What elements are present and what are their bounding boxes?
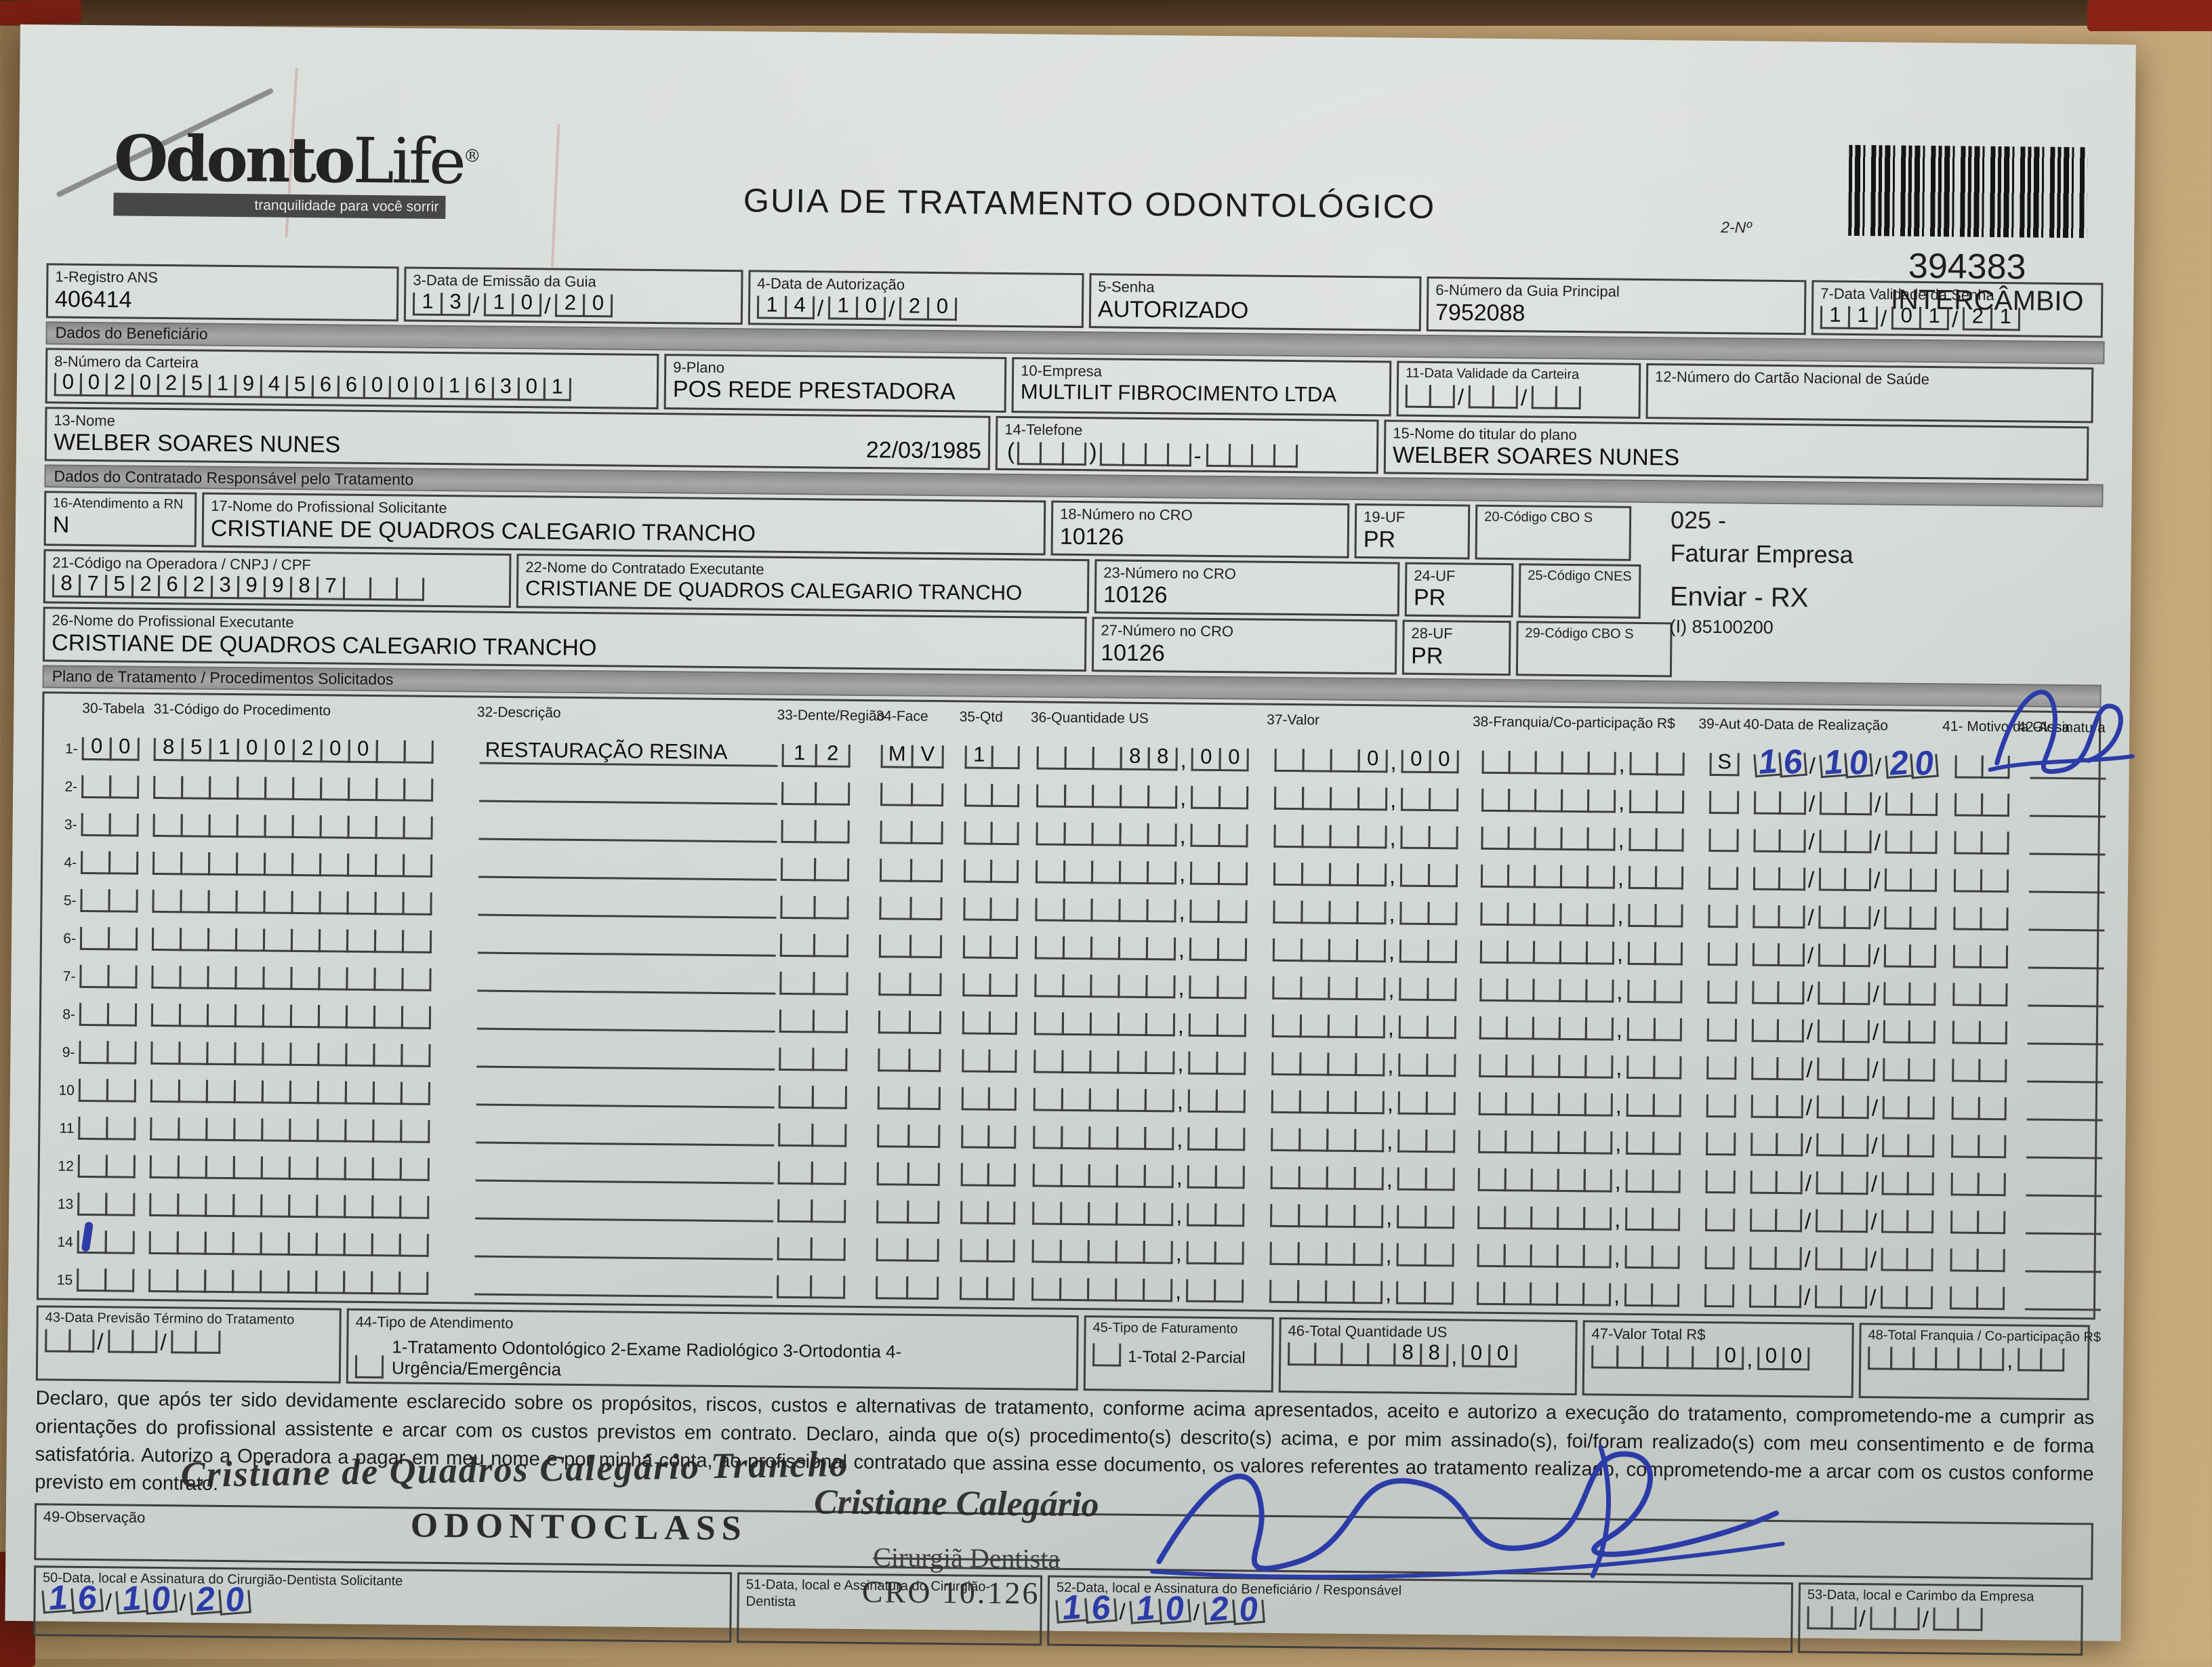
field-assinatura-beneficiario: 52-Data, local e Assinatura do Beneficiá… <box>1047 1575 1794 1653</box>
field-tipo-faturamento: 45-Tipo de Faturamento 1-Total 2-Parcial <box>1083 1315 1274 1393</box>
table-header-41: 41- Motivo da Glosa <box>1942 718 2070 736</box>
field-data-emissao: 3-Data de Emissão da Guia 1 3/1 0/2 0 <box>403 266 743 325</box>
beneficiary-name: WELBER SOARES NUNES <box>53 429 341 458</box>
field-telefone: 14-Telefone ( ) - <box>995 415 1379 474</box>
field-uf-executante: 28-UF PR <box>1401 619 1511 676</box>
barcode <box>1848 144 2088 239</box>
procedures-table: 30-Tabela 31-Código do Procedimento 32-Des… <box>36 691 2106 1320</box>
field-plano: 9-Plano POS REDE PRESTADORA <box>663 353 1007 413</box>
field-cbo-executante: 29-Código CBO S <box>1515 621 1673 678</box>
field-nome-titular: 15-Nome do titular do plano WELBER SOARE… <box>1383 419 2089 481</box>
table-header-33: 33-Dente/Região <box>777 707 885 724</box>
field-cro-executante: 27-Número no CRO 10126 <box>1091 617 1397 675</box>
dental-treatment-form: OdontoLife® tranquilidade para você sorr… <box>5 24 2136 1656</box>
table-header-38: 38-Franquia/Co-participação R$ <box>1472 714 1675 732</box>
desk-object-top-left <box>0 0 82 26</box>
field-tipo-atendimento: 44-Tipo de Atendimento 1-Tratamento Odon… <box>346 1308 1079 1391</box>
logo-word-life: Life <box>352 124 464 199</box>
tipo-faturamento-checkbox <box>1092 1343 1122 1367</box>
field-validade-carteira: 11-Data Validade da Carteira / / <box>1396 361 1641 419</box>
table-header-34: 34-Face <box>876 708 928 724</box>
field-registro-ans: 1-Registro ANS 406414 <box>45 263 399 321</box>
field-cro-solicitante: 18-Número no CRO 10126 <box>1050 500 1350 558</box>
billing-margin-notes: 025 - Faturar Empresa Enviar - RX (I) 85… <box>1669 506 1853 638</box>
barcode-field-label: 2-Nº <box>1721 218 1752 236</box>
field-profissional-solicitante: 17-Nome do Profissional Solicitante CRIS… <box>201 492 1046 556</box>
clinic-stamp: ODONTOCLASS <box>410 1506 747 1548</box>
dentist-role-stamp: Cirurgiã Dentista <box>873 1542 1061 1574</box>
table-header-42: 42-Assinatura <box>2018 719 2106 736</box>
red-ink-smudge <box>550 124 560 267</box>
field-senha: 5-Senha AUTORIZADO <box>1088 273 1422 331</box>
table-header-31: 31-Código do Procedimento <box>153 701 331 719</box>
table-header-39: 39-Aut <box>1698 716 1741 733</box>
field-empresa: 10-Empresa MULTILIT FIBROCIMENTO LTDA <box>1011 356 1392 417</box>
field-total-franquia: 48-Total Franquia / Co-participação R$ , <box>1858 1323 2101 1401</box>
table-header-32: 32-Descrição <box>476 704 561 721</box>
field-atendimento-rn: 16-Atendimento a RN N <box>43 491 197 548</box>
registered-mark: ® <box>463 146 478 167</box>
field-cro-contratado: 23-Número no CRO 10126 <box>1094 559 1400 617</box>
table-header-36: 36-Quantidade US <box>1030 709 1149 726</box>
procedures-table-rows: 1- 0 0 8 5 1 0 0 2 0 0 RESTAURAÇÃO RESINA 1 2 M V 1 8 8, 0 0… <box>44 722 2106 1311</box>
field-cartao-nacional-saude: 12-Número do Cartão Nacional de Saúde <box>1645 363 2094 423</box>
desk-object-top-right <box>2087 0 2212 31</box>
field-uf-contratado: 24-UF PR <box>1404 562 1514 618</box>
field-assinatura-solicitante: 50-Data, local e Assinatura do Cirurgião… <box>33 1565 733 1643</box>
field-profissional-executante: 26-Nome do Profissional Executante CRIST… <box>42 606 1087 672</box>
odontolife-logo: OdontoLife® tranquilidade para você sorr… <box>113 121 478 220</box>
field-cnes: 25-Código CNES <box>1518 563 1641 619</box>
field-nome-beneficiario: 13-Nome WELBER SOARES NUNES 22/03/1985 <box>44 406 991 470</box>
desk-surface <box>0 0 2212 26</box>
table-header-40: 40-Data de Realização <box>1743 716 1889 734</box>
dentist-cro-stamp: CRO 10.126 <box>861 1574 1040 1611</box>
field-previsao-termino: 43-Data Previsão Término do Tratamento /… <box>35 1305 342 1384</box>
field-contratado-executante: 22-Nome do Contratado Executante CRISTIA… <box>516 553 1090 614</box>
field-validade-senha: 7-Data Validade da Senha 1 1/0 1/2 1 <box>1811 280 2104 338</box>
field-cbo-solicitante: 20-Código CBO S <box>1475 504 1632 561</box>
beneficiary-birthdate: 22/03/1985 <box>865 437 982 464</box>
table-header-35: 35-Qtd <box>959 709 1003 725</box>
table-header-30: 30-Tabela <box>82 700 145 717</box>
tipo-atendimento-checkbox <box>354 1355 384 1379</box>
table-header-37: 37-Valor <box>1267 712 1320 728</box>
field-carimbo-empresa: 53-Data, local e Carimbo da Empresa / / <box>1798 1582 2084 1656</box>
field-numero-guia-principal: 6-Número da Guia Principal 7952088 <box>1426 276 1807 335</box>
logo-word-odonto: Odonto <box>113 121 354 197</box>
dentist-signature-stamp: Cristiane Calegário <box>813 1483 1099 1525</box>
field-uf-solicitante: 19-UF PR <box>1354 503 1471 560</box>
form-title: GUIA DE TRATAMENTO ODONTOLÓGICO <box>743 182 1436 226</box>
field-data-autorizacao: 4-Data de Autorização 1 4/1 0/2 0 <box>747 270 1084 328</box>
